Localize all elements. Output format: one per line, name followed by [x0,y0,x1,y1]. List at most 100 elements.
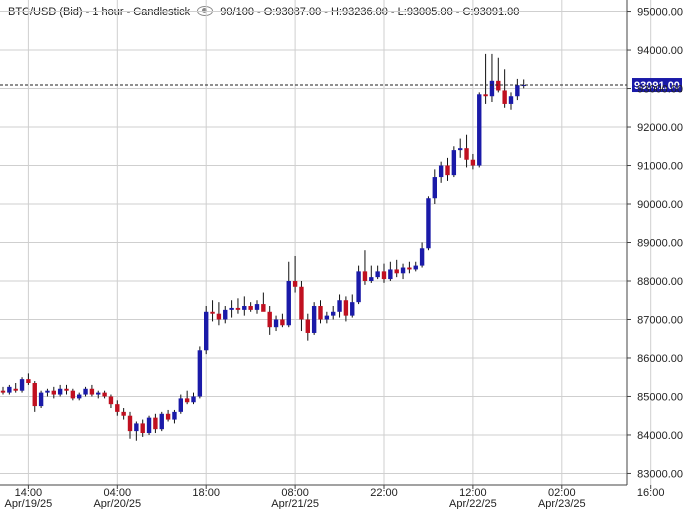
candle-body [172,411,177,420]
candle [45,388,50,397]
candle-body [242,306,247,310]
candle [311,302,317,335]
candle [153,413,158,434]
candle-body [267,311,272,328]
candle-body [375,271,380,278]
candle-body [140,423,145,434]
candle-body [477,94,482,166]
candle-body [350,302,355,316]
y-tick-label: 89000.00 [637,238,683,250]
candle-body [115,404,120,412]
candle-body [273,319,279,328]
candle-body [178,398,183,412]
x-tick-date: Apr/22/25 [449,498,497,509]
y-tick-label: 94000.00 [637,45,683,57]
candle [127,411,133,439]
candle-body [292,280,298,287]
candle-body [121,411,126,416]
x-tick-time: 08:00 [281,487,309,499]
candle-body [369,277,374,281]
candle [13,382,18,393]
candle-body [464,148,469,160]
candle-body [83,388,88,395]
candle [318,300,323,324]
candle-body [489,80,495,97]
candle-body [419,248,425,266]
candle-body [38,392,44,407]
candle-body [324,315,330,320]
x-tick-date: Apr/19/25 [5,498,53,509]
candle [7,384,12,395]
candle [331,306,336,320]
candle-body [0,390,6,393]
candle [432,169,437,205]
candle [381,263,387,283]
candle [172,409,177,424]
candle-body [394,269,399,274]
candle [204,306,209,355]
candle-body [134,423,139,432]
candle-body [216,313,222,320]
candle [343,296,349,322]
candle [299,280,304,332]
candle-body [77,394,82,399]
candle [159,411,164,432]
candle-body [331,311,336,316]
y-tick-label: 86000.00 [637,353,683,365]
candle [210,300,215,322]
candle-body [496,80,501,91]
candle [496,57,501,93]
candle [261,292,266,312]
candle-body [210,311,215,314]
candle [229,300,234,318]
candle [508,92,514,110]
grid-lines [0,0,652,485]
candle-body [458,148,463,151]
candle [102,390,107,399]
last-price-line: 93091.00 [0,78,682,93]
candle [375,265,380,280]
candle-body [184,398,190,403]
candle [407,261,412,274]
last-price-badge [632,78,682,93]
candle [286,261,291,328]
y-axis-ticks: 95000.00 94000.00 93000.00 92000.00 91000.00… [627,7,683,480]
x-tick-time: 02:00 [548,487,576,499]
candle [254,300,260,314]
candle-body [159,413,164,430]
candle [394,259,399,278]
candle-body [223,309,228,320]
candle-body [26,379,31,383]
candles [0,53,526,441]
candle-body [153,417,158,430]
candle [292,255,298,293]
x-tick-time: 04:00 [104,487,132,499]
candle-body [108,396,114,405]
candle [38,390,44,409]
candle [140,419,145,437]
x-tick-date: Apr/21/25 [271,498,319,509]
candle [0,386,6,395]
candle [267,306,272,335]
candle-body [191,396,196,403]
y-tick-label: 88000.00 [637,276,683,288]
candle [77,392,82,401]
candle-body [197,350,203,397]
candle [26,373,31,385]
x-tick-date: Apr/20/25 [93,498,141,509]
candle-body [64,388,69,391]
candle [191,392,196,405]
candle [458,138,463,158]
candle-body [470,159,476,166]
candle [19,377,25,393]
candle-body [204,311,209,351]
candle [96,390,101,399]
candle [51,386,56,399]
candle [57,384,63,397]
candle-body [515,85,520,97]
candle-body [254,304,260,310]
candle [451,146,457,178]
candle [165,409,171,422]
candle [388,261,393,281]
